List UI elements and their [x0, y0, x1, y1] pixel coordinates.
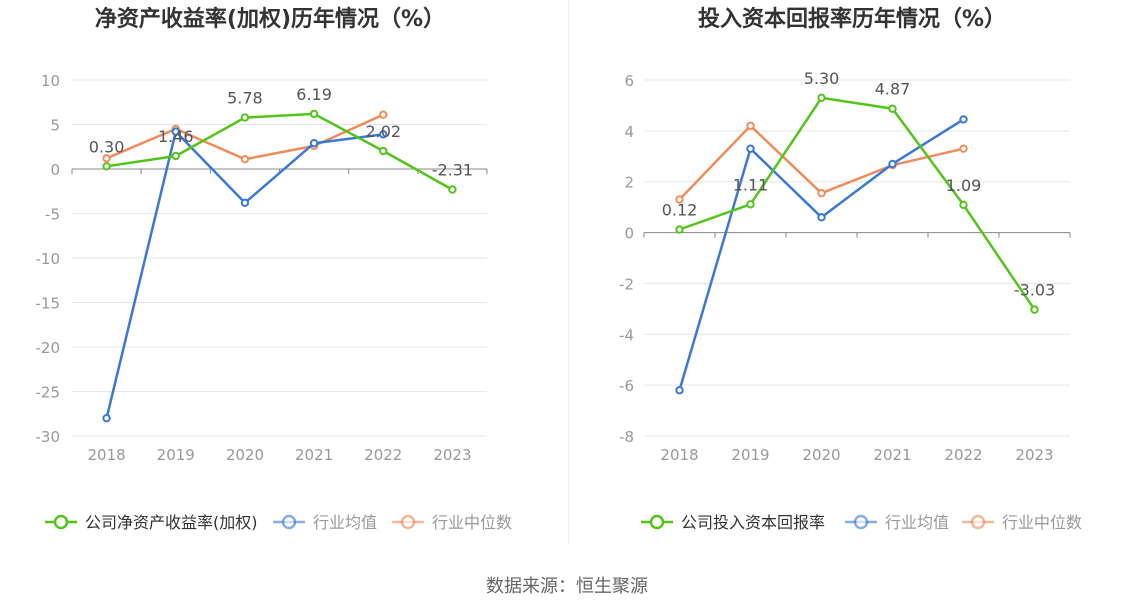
legend-label: 行业均值	[313, 513, 377, 532]
y-tick-label: -4	[619, 326, 634, 344]
data-label: 4.87	[875, 80, 911, 99]
data-label: 5.78	[227, 89, 263, 108]
legend-marker-circle	[970, 514, 986, 530]
data-point	[379, 146, 388, 156]
y-tick-label: 0	[624, 225, 634, 243]
y-tick-label: -5	[45, 206, 60, 224]
data-point	[240, 155, 250, 164]
data-point	[959, 115, 968, 124]
data-label: 6.19	[296, 85, 332, 104]
data-label: 1.11	[733, 175, 769, 194]
data-point	[1030, 305, 1039, 314]
data-point	[817, 213, 826, 222]
chart-title: 净资产收益率(加权)历年情况（%）	[95, 6, 445, 32]
data-point	[379, 130, 388, 139]
data-label: 2.02	[365, 122, 401, 141]
data-point	[746, 144, 755, 153]
y-tick-label: -15	[36, 295, 61, 313]
data-point	[240, 113, 250, 122]
legend-label: 公司净资产收益率(加权)	[85, 513, 258, 532]
data-point	[746, 121, 755, 130]
y-tick-label: -30	[36, 428, 61, 446]
y-tick-label: 6	[624, 72, 634, 90]
data-point	[102, 154, 111, 163]
y-tick-label: 10	[41, 72, 60, 90]
x-tick-label: 2018	[87, 446, 125, 464]
data-source: 数据来源：恒生聚源	[486, 576, 648, 597]
chart-title: 投入资本回报率历年情况（%）	[698, 6, 1006, 32]
x-tick-label: 2022	[944, 446, 982, 464]
data-point	[675, 386, 684, 395]
x-tick-label: 2020	[802, 446, 840, 464]
legend-marker-circle	[281, 514, 297, 530]
data-point	[102, 162, 111, 171]
series-line-1	[679, 96, 1036, 311]
y-tick-label: -6	[619, 377, 634, 395]
data-label: 1.46	[158, 127, 194, 146]
data-point	[675, 195, 684, 204]
x-tick-label: 2018	[660, 446, 698, 464]
chart-2: 投入资本回报率历年情况（%） 6 4 2 0 -2 -4 -6 -8 2018 2019 2020 20…	[619, 6, 1082, 532]
y-tick-label: 0	[50, 161, 60, 179]
y-tick-label: 5	[50, 117, 60, 135]
data-point	[959, 144, 968, 153]
y-tick-label: -20	[36, 339, 61, 357]
data-point	[102, 414, 111, 423]
chart-1: 净资产收益率(加权)历年情况（%） 10 5 0 -5 -10 -15 -20 -25 -30 20…	[36, 6, 513, 532]
x-tick-label: 2019	[731, 446, 769, 464]
series-line-1	[106, 112, 454, 191]
y-tick-label: -25	[36, 384, 61, 402]
data-point	[171, 127, 180, 136]
data-point	[171, 151, 180, 161]
data-label: -3.03	[1014, 281, 1055, 300]
legend-label: 公司投入资本回报率	[681, 513, 825, 532]
x-tick-label: 2022	[364, 446, 402, 464]
y-tick-label: -8	[619, 428, 634, 446]
legend-marker-circle	[853, 514, 869, 530]
data-point	[817, 93, 826, 103]
x-tick-label: 2019	[157, 446, 195, 464]
x-tick-label: 2023	[433, 446, 471, 464]
y-tick-label: 4	[624, 123, 634, 141]
data-point	[675, 225, 684, 234]
data-point	[309, 138, 319, 148]
legend-label: 行业中位数	[432, 513, 512, 532]
data-point	[240, 198, 250, 208]
x-tick-label: 2021	[295, 446, 333, 464]
legend-marker-circle	[400, 514, 416, 530]
legend-marker-circle	[53, 514, 69, 530]
data-point	[309, 109, 319, 119]
data-point	[888, 159, 897, 169]
data-point	[448, 185, 457, 194]
data-label: 0.30	[89, 137, 125, 156]
data-label: -2.31	[432, 161, 473, 180]
data-label: 1.09	[946, 176, 982, 195]
legend-label: 行业均值	[885, 513, 949, 532]
y-tick-label: -10	[36, 250, 61, 268]
data-label: 0.12	[662, 201, 698, 220]
data-point	[379, 110, 388, 119]
y-tick-label: -2	[619, 275, 634, 293]
data-label: 5.30	[804, 69, 840, 88]
y-tick-label: 2	[624, 174, 634, 192]
panel-divider	[568, 0, 569, 545]
data-point	[746, 200, 755, 209]
x-tick-label: 2023	[1015, 446, 1053, 464]
legend-marker-circle	[649, 514, 665, 530]
x-tick-label: 2020	[226, 446, 264, 464]
data-point	[888, 104, 897, 113]
data-point	[959, 200, 968, 210]
series-line-3	[678, 124, 964, 201]
data-point	[817, 188, 826, 198]
series-line-2	[105, 130, 384, 419]
series-line-2	[678, 118, 965, 391]
x-tick-label: 2021	[873, 446, 911, 464]
legend-label: 行业中位数	[1002, 513, 1082, 532]
